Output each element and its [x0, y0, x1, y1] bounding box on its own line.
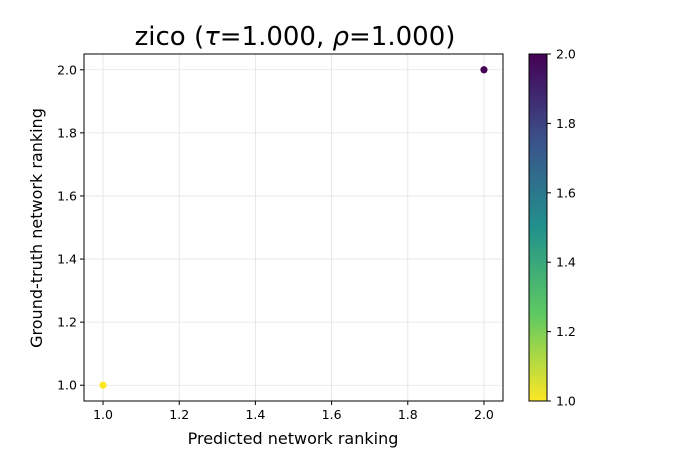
y-tick-label: 1.4 — [57, 252, 77, 267]
x-tick-label: 1.0 — [93, 407, 113, 422]
x-axis-ticks: 1.0 1.2 1.4 1.6 1.8 2.0 — [93, 401, 494, 422]
chart-title: zico (τ=1.000, ρ=1.000) — [135, 22, 456, 52]
scatter-point — [480, 66, 488, 74]
colorbar-tick-label: 1.8 — [556, 116, 576, 131]
colorbar-ticks: 1.0 1.2 1.4 1.6 1.8 2.0 — [547, 47, 576, 409]
x-tick-label: 1.8 — [398, 407, 418, 422]
x-tick-label: 1.4 — [245, 407, 265, 422]
x-axis-label: Predicted network ranking — [188, 429, 399, 448]
y-tick-label: 2.0 — [57, 62, 77, 77]
grid-lines — [84, 54, 503, 401]
x-tick-label: 1.2 — [169, 407, 189, 422]
colorbar-gradient — [528, 53, 548, 402]
x-tick-label: 1.6 — [322, 407, 342, 422]
colorbar-tick-label: 1.2 — [556, 324, 576, 339]
colorbar-tick-label: 1.4 — [556, 255, 576, 270]
y-tick-label: 1.2 — [57, 315, 77, 330]
data-points — [99, 66, 488, 389]
x-tick-label: 2.0 — [474, 407, 494, 422]
y-tick-label: 1.0 — [57, 378, 77, 393]
y-axis-ticks: 1.0 1.2 1.4 1.6 1.8 2.0 — [57, 62, 84, 393]
y-axis-label: Ground-truth network ranking — [27, 108, 46, 348]
y-tick-label: 1.8 — [57, 125, 77, 140]
colorbar-tick-label: 1.0 — [556, 394, 576, 409]
colorbar-tick-label: 2.0 — [556, 47, 576, 62]
scatter-point — [99, 381, 107, 389]
y-tick-label: 1.6 — [57, 188, 77, 203]
plot-area-frame — [83, 53, 504, 402]
colorbar-tick-label: 1.6 — [556, 185, 576, 200]
colorbar: 1.0 1.2 1.4 1.6 1.8 2.0 — [528, 47, 576, 409]
